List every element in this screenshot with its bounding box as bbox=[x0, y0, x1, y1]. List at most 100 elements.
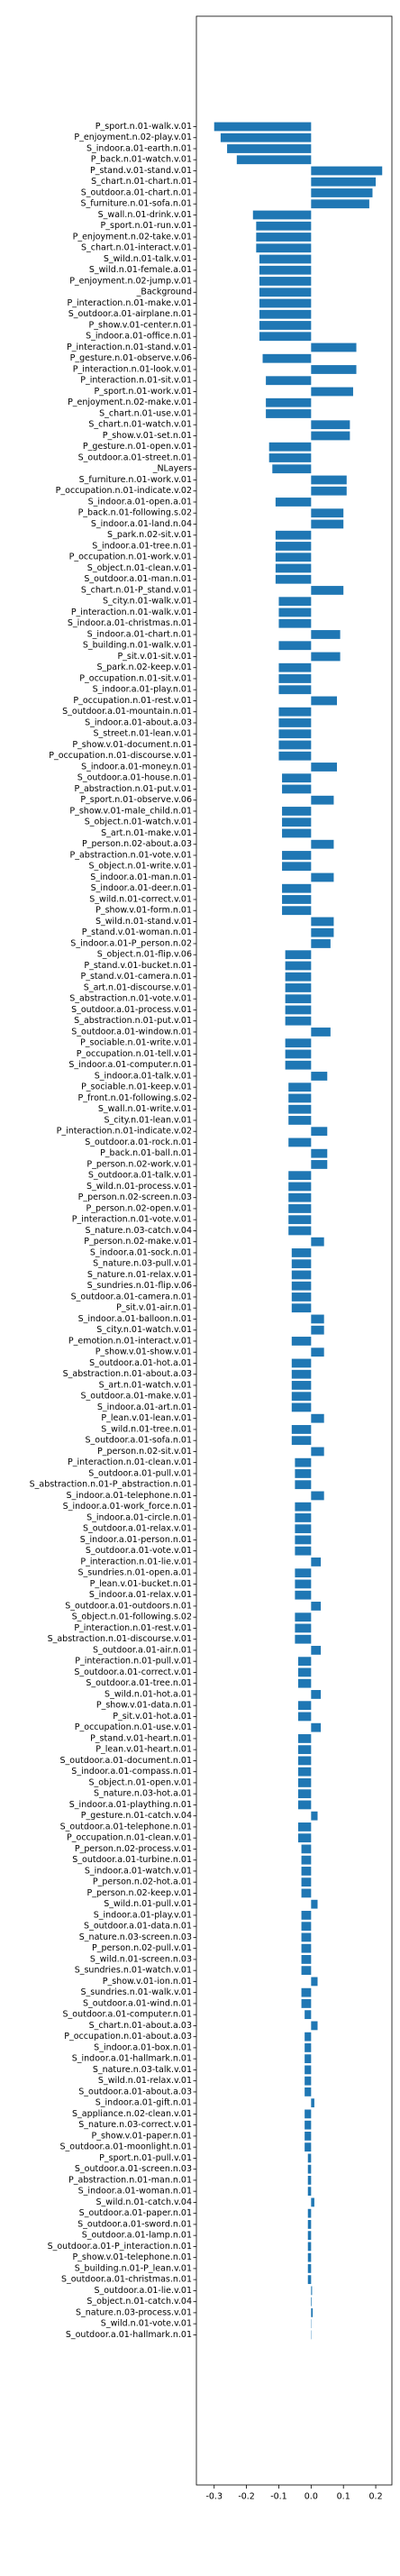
bar bbox=[307, 2164, 312, 2174]
bar bbox=[285, 961, 312, 971]
y-tick-label: S_indoor.a.01-chart.n.01 bbox=[87, 629, 192, 639]
y-tick-label: P_interaction.n.01-stand.v.01 bbox=[67, 343, 192, 352]
y-tick-label: S_chart.n.01-watch.v.01 bbox=[88, 420, 192, 430]
bar bbox=[297, 1678, 312, 1688]
bar bbox=[311, 1028, 331, 1037]
bar bbox=[311, 2308, 314, 2317]
y-tick-label: P_person.n.02-work.v.01 bbox=[86, 1159, 192, 1169]
bar bbox=[311, 1722, 322, 1732]
bar bbox=[295, 1579, 312, 1589]
bar bbox=[305, 2076, 312, 2086]
y-tick-label: S_building.n.01-walk.v.01 bbox=[83, 641, 192, 651]
y-tick-label: P_show.v.01-paper.n.01 bbox=[91, 2131, 192, 2141]
bar bbox=[311, 652, 341, 662]
bar bbox=[305, 2043, 312, 2052]
y-tick-label: S_nature.n.03-catch.v.04 bbox=[85, 1226, 192, 1236]
bar bbox=[291, 1425, 312, 1434]
y-tick-label: P_occupation.n.01-about.a.03 bbox=[64, 2032, 192, 2042]
y-tick-label: P_stand.v.01-stand.v.01 bbox=[90, 166, 192, 176]
bar bbox=[305, 2032, 312, 2042]
bar bbox=[311, 199, 369, 209]
y-tick-label: S_outdoor.a.01-process.v.01 bbox=[71, 1005, 192, 1015]
bar bbox=[305, 2109, 312, 2119]
bar bbox=[288, 1204, 312, 1213]
bar bbox=[311, 1072, 328, 1081]
y-tick-label: S_chart.n.01-interact.v.01 bbox=[81, 243, 192, 253]
y-tick-label: S_indoor.a.01-woman.n.01 bbox=[78, 2187, 192, 2197]
bar bbox=[301, 1932, 312, 1942]
y-tick-label: P_occupation.n.01-rest.v.01 bbox=[73, 696, 192, 706]
bar bbox=[311, 2021, 318, 2031]
bar bbox=[268, 453, 312, 462]
bar bbox=[307, 2187, 312, 2197]
y-tick-label: P_interaction.n.01-vote.v.01 bbox=[72, 1215, 192, 1225]
x-tick-label: 0.1 bbox=[337, 2492, 350, 2502]
y-tick-label: P_stand.v.01-camera.n.01 bbox=[81, 972, 193, 982]
y-tick-label: P_show.v.01-data.n.01 bbox=[96, 1701, 192, 1711]
y-tick-label: P_person.n.02-hot.a.01 bbox=[93, 1877, 192, 1887]
bar bbox=[278, 641, 312, 651]
y-tick-label: S_wild.n.01-stand.v.01 bbox=[95, 917, 192, 927]
y-tick-label: S_indoor.a.01-land.n.04 bbox=[91, 519, 192, 529]
y-tick-label: P_interaction.n.01-rest.v.01 bbox=[74, 1623, 192, 1633]
y-tick-label: P_person.n.02-open.v.01 bbox=[86, 1203, 192, 1213]
y-tick-label: S_outdoor.a.01-airplane.n.01 bbox=[68, 309, 192, 319]
bar bbox=[311, 939, 331, 948]
y-tick-label: S_indoor.a.01-open.a.01 bbox=[88, 497, 192, 507]
bar bbox=[297, 1667, 312, 1677]
y-tick-label: P_person.n.02-sit.v.01 bbox=[97, 1447, 192, 1457]
y-tick-label: S_wild.n.01-tree.n.01 bbox=[101, 1424, 192, 1434]
bar bbox=[295, 1480, 312, 1490]
bar bbox=[285, 1060, 312, 1070]
bar bbox=[301, 1955, 312, 1964]
bar bbox=[311, 1977, 318, 1987]
y-tick-label: S_outdoor.a.01-hot.a.01 bbox=[89, 1358, 192, 1368]
bar bbox=[278, 597, 312, 607]
y-tick-label: S_outdoor.a.01-street.n.01 bbox=[78, 452, 192, 462]
y-tick-label: P_front.n.01-following.s.02 bbox=[78, 1093, 192, 1103]
bar bbox=[288, 1137, 312, 1147]
y-tick-label: S_indoor.a.01-office.n.01 bbox=[86, 332, 192, 342]
y-tick-label: S_object.n.01-following.s.02 bbox=[72, 1612, 192, 1622]
y-tick-label: S_city.n.01-lean.v.01 bbox=[104, 1115, 192, 1125]
y-tick-label: S_outdoor.a.01-air.n.01 bbox=[93, 1645, 192, 1655]
bar bbox=[311, 508, 344, 518]
y-tick-label: S_outdoor.a.01-window.n.01 bbox=[71, 1027, 192, 1037]
bar bbox=[297, 1756, 312, 1766]
bar bbox=[266, 409, 312, 418]
bar bbox=[305, 2132, 312, 2141]
bar bbox=[278, 740, 312, 750]
bar bbox=[291, 1369, 312, 1379]
y-tick-label: P_occupation.n.01-indicate.v.02 bbox=[56, 486, 192, 496]
bar bbox=[297, 1734, 312, 1743]
plot-frame bbox=[195, 15, 393, 2486]
bar bbox=[311, 2297, 313, 2307]
bar bbox=[288, 1093, 312, 1103]
y-tick-label: S_wild.n.01-talk.v.01 bbox=[104, 254, 192, 264]
bar bbox=[305, 2054, 312, 2064]
bar bbox=[311, 917, 334, 927]
bar bbox=[297, 1767, 312, 1777]
bar bbox=[307, 2231, 312, 2241]
bar bbox=[291, 1358, 312, 1368]
y-tick-label: P_occupation.n.01-clean.v.01 bbox=[67, 1833, 192, 1843]
y-tick-label: S_outdoor.a.01-make.v.01 bbox=[81, 1392, 193, 1402]
y-tick-label: S_outdoor.a.01-hallmark.n.01 bbox=[66, 2330, 192, 2340]
bar bbox=[307, 2220, 312, 2229]
bar bbox=[275, 542, 312, 551]
y-tick-label: S_indoor.a.01-about.a.03 bbox=[85, 717, 192, 727]
bar bbox=[259, 265, 312, 275]
y-tick-label: P_occupation.n.01-work.v.01 bbox=[69, 553, 192, 562]
y-tick-label: S_chart.n.01-chart.n.01 bbox=[91, 177, 192, 187]
bar bbox=[278, 707, 312, 717]
bar bbox=[278, 729, 312, 739]
bar bbox=[295, 1535, 312, 1545]
bar bbox=[291, 1337, 312, 1346]
bar bbox=[301, 1877, 312, 1887]
y-tick-label: S_object.n.01-watch.v.01 bbox=[85, 818, 192, 827]
bar bbox=[297, 1701, 312, 1711]
y-tick-label: S_outdoor.a.01-outdoors.n.01 bbox=[65, 1601, 192, 1611]
bar bbox=[311, 927, 334, 937]
bar bbox=[256, 233, 312, 242]
